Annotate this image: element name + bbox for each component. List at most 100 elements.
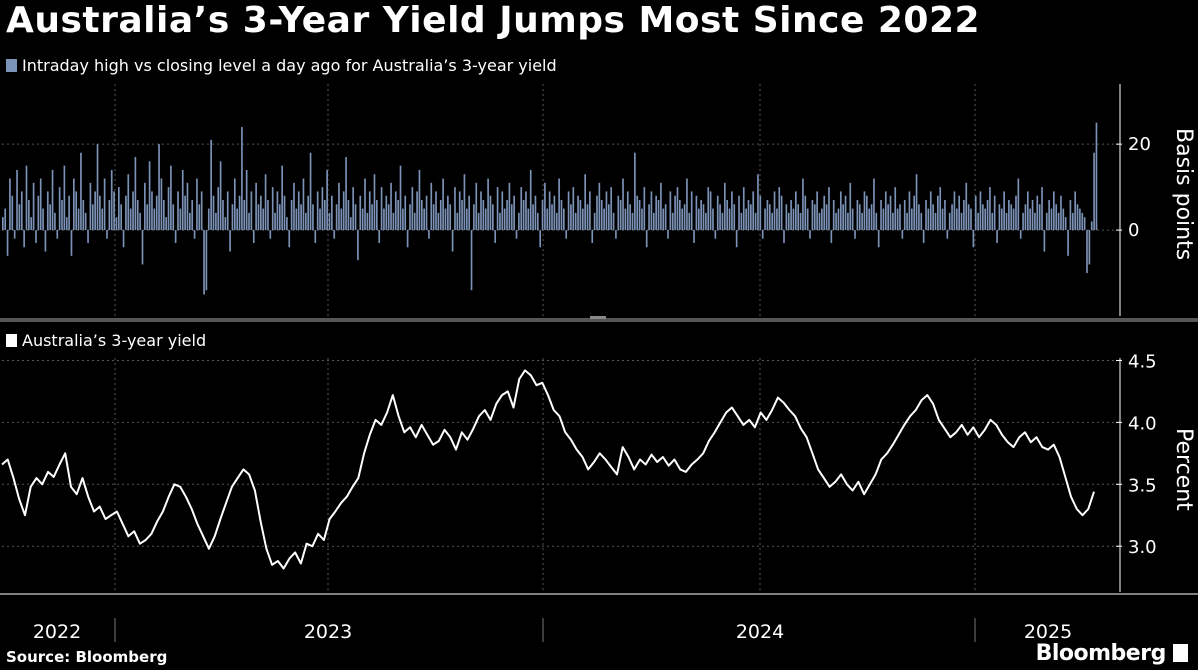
bar: [307, 195, 310, 231]
bar: [759, 195, 762, 231]
bar: [567, 191, 570, 231]
bar: [153, 208, 156, 231]
bar: [63, 165, 66, 231]
bar: [934, 212, 937, 231]
bar: [323, 200, 326, 231]
bar: [82, 200, 85, 231]
bar: [402, 208, 404, 231]
bar: [148, 161, 151, 231]
bar: [982, 204, 984, 231]
bar: [894, 187, 897, 231]
bar: [125, 195, 127, 231]
bar: [207, 208, 210, 231]
bar: [551, 204, 553, 231]
bar: [695, 195, 698, 231]
bar: [364, 178, 366, 231]
bar: [913, 195, 916, 231]
bar: [56, 230, 59, 239]
bar: [1031, 200, 1034, 231]
bar: [134, 157, 137, 231]
bar: [32, 182, 35, 231]
bar: [432, 204, 435, 231]
bar: [986, 200, 989, 231]
bar: [679, 200, 681, 231]
bar: [813, 204, 816, 231]
bar: [707, 187, 710, 231]
bar: [612, 212, 615, 231]
bar: [534, 195, 537, 231]
bar: [1017, 178, 1020, 231]
bar: [359, 195, 362, 231]
bar: [338, 182, 340, 231]
bar: [352, 187, 354, 231]
bar: [1005, 212, 1008, 231]
bar: [529, 169, 532, 231]
bar: [1067, 230, 1069, 256]
bar: [610, 187, 613, 231]
bar: [480, 191, 482, 231]
bar: [146, 204, 149, 231]
legend-label-bars: Intraday high vs closing level a day ago…: [22, 56, 557, 75]
bar: [998, 204, 1001, 231]
x-tick-label: 2024: [736, 621, 784, 643]
bar: [1088, 230, 1091, 265]
bar: [260, 195, 262, 231]
bar: [584, 174, 586, 231]
bar: [515, 230, 518, 239]
bar: [61, 200, 63, 231]
bar: [236, 208, 239, 231]
yield-line: [1, 369, 1095, 570]
bar: [660, 182, 662, 231]
bar: [439, 200, 442, 231]
bar: [87, 230, 89, 243]
bar: [487, 178, 489, 231]
bar: [30, 217, 33, 231]
bar: [181, 169, 184, 231]
bar: [560, 200, 563, 231]
bar: [238, 195, 241, 231]
bar: [832, 200, 835, 231]
bar: [304, 212, 307, 231]
x-tick-label: 2023: [304, 621, 352, 643]
bar: [922, 230, 925, 243]
bar: [309, 152, 312, 231]
bar: [278, 204, 281, 231]
bar: [1055, 204, 1058, 231]
bar: [723, 182, 726, 231]
bar: [73, 178, 75, 231]
bar: [1012, 208, 1015, 231]
bar: [742, 187, 745, 231]
bar: [960, 212, 963, 231]
bar: [99, 195, 101, 231]
bar: [830, 230, 833, 243]
bar: [572, 187, 575, 231]
bar: [979, 191, 982, 231]
bloomberg-logo: Bloomberg: [1036, 641, 1188, 666]
bar: [177, 191, 179, 231]
chart-title: Australia’s 3-Year Yield Jumps Most Sinc…: [6, 0, 981, 41]
bar: [811, 200, 814, 231]
bar: [373, 174, 376, 231]
y-tick-label: 4.5: [1128, 351, 1157, 372]
bar: [1071, 212, 1074, 231]
bar: [404, 195, 407, 231]
x-tick-label: 2022: [33, 621, 81, 643]
bar: [799, 212, 802, 231]
bar: [875, 212, 878, 231]
bar: [347, 200, 350, 231]
bar: [489, 195, 492, 231]
bar: [186, 182, 189, 231]
bar: [492, 204, 494, 231]
bar: [444, 208, 447, 231]
ylabel-percent: Percent: [1171, 428, 1196, 511]
bar: [210, 139, 212, 231]
bar: [101, 208, 104, 231]
bar: [132, 191, 134, 231]
bar: [80, 152, 82, 231]
bar: [638, 200, 641, 231]
bar: [892, 212, 894, 231]
bar: [1015, 195, 1017, 231]
bar: [918, 204, 920, 231]
bar: [581, 208, 584, 231]
bar: [215, 212, 217, 231]
